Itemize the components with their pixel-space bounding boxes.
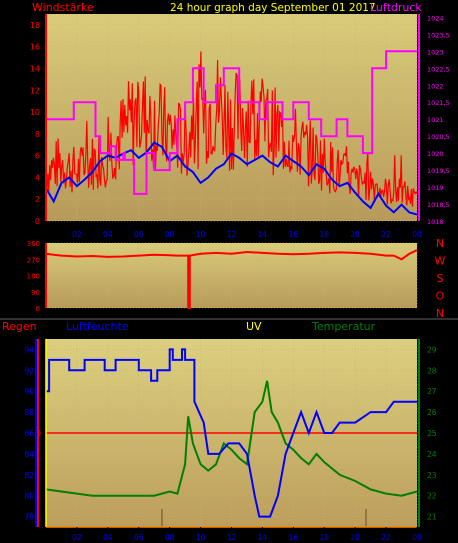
pressure-y-tick-label: 1018,5 <box>427 201 450 209</box>
humidity-y-tick-label: 94 <box>24 345 34 354</box>
temperature-y-tick-label: 26 <box>427 408 437 417</box>
humidity-y-tick-label: 90 <box>24 387 34 396</box>
wind-y-tick-label: 14 <box>30 64 40 73</box>
wind-y-tick-label: 8 <box>35 130 40 139</box>
x-tick-label: 20 <box>350 230 360 239</box>
direction-y-tick-label: 90 <box>31 289 40 297</box>
humidity-y-tick-label: 80 <box>24 492 34 501</box>
chart-title: 24 hour graph day September 01 2017 <box>170 2 376 14</box>
humidity-temperature-panel: 78 80 82 84 86 88 90 92 94 21 22 23 24 25 26 27 28 29 00 20… <box>24 339 437 542</box>
x-tick-label: 00 <box>412 533 422 542</box>
humidity-y-tick-label: 86 <box>24 429 34 438</box>
x-tick-label: 12 <box>227 230 237 239</box>
x-tick-label: 02 <box>72 230 82 239</box>
wind-gust-series <box>45 51 418 207</box>
pressure-y-tick-label: 1021 <box>427 116 444 124</box>
humidity-y-tick-label: 92 <box>24 366 34 375</box>
x-tick-label: 14 <box>258 230 268 239</box>
temperature-y-tick-label: 22 <box>427 492 437 501</box>
direction-y-tick-label: 0 <box>36 305 40 313</box>
humidity-y-tick-label: 84 <box>24 450 34 459</box>
x-tick-label: 10 <box>196 230 206 239</box>
compass-label: N <box>436 237 444 250</box>
compass-label: O <box>436 290 445 303</box>
humidity-line <box>46 348 417 518</box>
wind-y-tick-label: 2 <box>35 195 40 204</box>
pressure-y-tick-label: 1020 <box>427 150 444 158</box>
wind-y-tick-label: 16 <box>30 43 40 52</box>
x-tick-label: 14 <box>258 533 268 542</box>
pressure-y-tick-label: 1023,5 <box>427 31 450 39</box>
temperature-y-tick-label: 24 <box>427 450 437 459</box>
x-tick-label: 00 <box>412 230 422 239</box>
compass-label: S <box>437 272 444 285</box>
direction-y-tick-label: 360 <box>27 240 40 248</box>
x-tick-label: 16 <box>289 230 299 239</box>
pressure-y-tick-label: 1022,5 <box>427 65 450 73</box>
pressure-y-tick-label: 1021,5 <box>427 99 450 107</box>
pressure-axis-title: Luftdruck <box>370 1 422 14</box>
wind-y-tick-label: 4 <box>35 173 40 182</box>
x-tick-label: 16 <box>289 533 299 542</box>
temperature-label: Temperatur <box>311 320 376 333</box>
direction-y-tick-label: 270 <box>27 256 40 264</box>
wind-y-tick-label: 10 <box>30 108 40 117</box>
temperature-y-tick-label: 28 <box>427 366 437 375</box>
x-tick-label: 08 <box>165 230 175 239</box>
humidity-y-tick-label: 78 <box>24 513 34 522</box>
pressure-y-tick-label: 1024 <box>427 14 444 22</box>
rain-label: Regen <box>2 320 37 333</box>
compass-label: W <box>435 255 446 268</box>
wind-plot-area <box>46 14 417 221</box>
pressure-y-tick-label: 1019 <box>427 184 444 192</box>
wind-pressure-panel: 02468101214161810181018,510191019,510201… <box>30 14 450 239</box>
x-tick-label: 22 <box>381 533 391 542</box>
x-tick-label: 20 <box>350 533 360 542</box>
temperature-line <box>45 380 418 497</box>
temperature-y-tick-label: 21 <box>427 513 437 522</box>
x-tick-label: 02 <box>72 533 82 542</box>
wind-average-line <box>45 141 418 216</box>
wind-direction-line <box>45 249 418 309</box>
humidity-y-tick-label: 88 <box>24 408 34 417</box>
wind-y-tick-label: 18 <box>30 21 40 30</box>
x-tick-label: 04 <box>103 230 113 239</box>
pressure-y-tick-label: 1022 <box>427 82 444 90</box>
temperature-y-tick-label: 29 <box>427 345 437 354</box>
x-tick-label: 18 <box>319 533 329 542</box>
x-tick-label: 08 <box>165 533 175 542</box>
pressure-y-tick-label: 1023 <box>427 48 444 56</box>
x-tick-label: 10 <box>196 533 206 542</box>
temperature-y-tick-label: 27 <box>427 387 437 396</box>
x-tick-label: 22 <box>381 230 391 239</box>
x-tick-label: 06 <box>134 533 144 542</box>
humidity-y-tick-label: 82 <box>24 471 34 480</box>
wind-y-tick-label: 0 <box>35 217 40 226</box>
pressure-line <box>46 50 417 195</box>
pressure-y-tick-label: 1019,5 <box>427 167 450 175</box>
uv-label: UV <box>246 320 262 333</box>
temperature-y-tick-label: 23 <box>427 471 437 480</box>
pressure-y-tick-label: 1020,5 <box>427 133 450 141</box>
x-tick-label: 06 <box>134 230 144 239</box>
x-tick-label: 12 <box>227 533 237 542</box>
temperature-y-tick-label: 25 <box>427 429 437 438</box>
wind-y-tick-label: 6 <box>35 152 40 161</box>
wind-y-tick-label: 12 <box>30 86 40 95</box>
pressure-y-tick-label: 1018 <box>427 218 444 226</box>
wind-gust-line <box>45 51 418 207</box>
x-tick-label: 18 <box>319 230 329 239</box>
humidity-label: Luftfeuchte <box>66 320 129 333</box>
x-tick-label: 04 <box>103 533 113 542</box>
wind-axis-title: Windstärke <box>32 1 94 14</box>
compass-label: N <box>436 307 444 320</box>
direction-y-tick-label: 180 <box>27 273 40 281</box>
